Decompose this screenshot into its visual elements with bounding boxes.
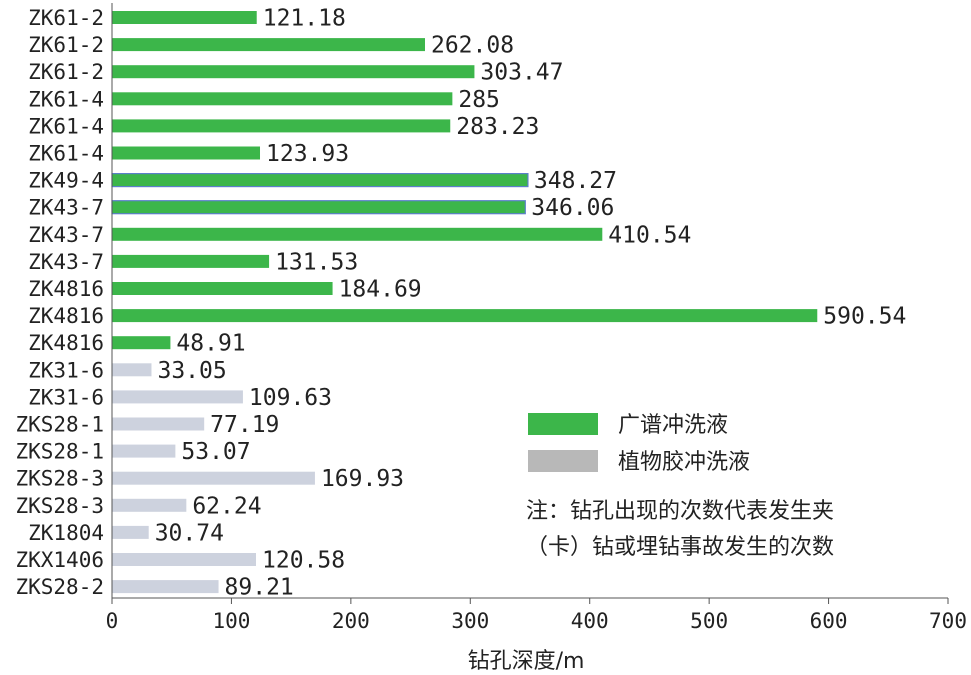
category-label: ZKS28-2	[15, 575, 104, 599]
data-label: 410.54	[608, 222, 691, 248]
bar	[112, 390, 243, 404]
data-label: 123.93	[266, 141, 349, 167]
data-label: 53.07	[181, 439, 250, 465]
category-label: ZK31-6	[28, 358, 104, 382]
bar	[112, 309, 818, 323]
bar	[112, 580, 219, 594]
x-ticks: 0 100 200 300 400 500 600 700	[106, 598, 967, 633]
data-label: 89.21	[225, 575, 294, 601]
bar	[112, 525, 149, 539]
category-label: ZKX1406	[15, 548, 104, 572]
x-tick-label: 0	[106, 609, 119, 633]
category-label: ZK61-4	[28, 142, 104, 166]
legend-label-broad-spectrum: 广谱冲洗液	[618, 413, 728, 438]
bar	[112, 444, 176, 458]
note-line-1: 注：钻孔出现的次数代表发生夹	[526, 499, 834, 524]
bar	[112, 363, 152, 377]
data-label: 169.93	[321, 466, 404, 492]
category-label: ZK43-7	[28, 250, 104, 274]
bar	[112, 119, 451, 133]
note: 注：钻孔出现的次数代表发生夹 （卡）钻或埋钻事故发生的次数	[526, 499, 834, 560]
category-label: ZK4816	[28, 277, 104, 301]
category-label: ZK31-6	[28, 385, 104, 409]
legend-label-plant-gum: 植物胶冲洗液	[618, 450, 750, 475]
bar	[111, 200, 526, 215]
x-tick-label: 700	[929, 609, 967, 633]
bar	[112, 146, 261, 160]
category-label: ZKS28-1	[15, 413, 104, 437]
note-line-2: （卡）钻或埋钻事故发生的次数	[526, 535, 834, 560]
data-label: 77.19	[210, 412, 279, 438]
axes	[111, 3, 948, 599]
bar	[112, 11, 257, 24]
bar	[112, 254, 270, 268]
bar	[112, 417, 205, 431]
bar	[112, 553, 257, 566]
category-label: ZK61-4	[28, 114, 104, 138]
bar	[112, 498, 187, 512]
bars-group	[111, 11, 818, 594]
data-label: 109.63	[249, 385, 332, 411]
data-label: 283.23	[456, 114, 539, 140]
data-label: 120.58	[262, 548, 345, 574]
data-label: 184.69	[339, 277, 422, 303]
data-label: 285	[458, 87, 500, 113]
bar	[112, 227, 603, 241]
x-axis-title: 钻孔深度/m	[468, 649, 585, 674]
category-label: ZK4816	[28, 331, 104, 355]
data-label: 348.27	[534, 168, 617, 194]
data-label: 48.91	[176, 331, 245, 357]
bar	[112, 282, 333, 295]
data-label: 131.53	[275, 249, 358, 275]
data-label: 346.06	[531, 195, 614, 221]
legend: 广谱冲洗液 植物胶冲洗液	[528, 413, 750, 475]
x-tick-label: 600	[810, 609, 848, 633]
value-labels: 121.18262.08303.47285283.23123.93348.273…	[155, 6, 907, 601]
category-label: ZK61-2	[28, 6, 104, 30]
category-label: ZKS28-1	[15, 440, 104, 464]
category-label: ZK43-7	[28, 223, 104, 247]
category-label: ZKS28-3	[15, 467, 104, 491]
category-label: ZK49-4	[28, 169, 104, 193]
bar	[112, 92, 453, 106]
x-tick-label: 500	[690, 609, 728, 633]
bar	[112, 336, 171, 350]
data-label: 303.47	[480, 60, 563, 86]
legend-swatch-plant-gum	[528, 450, 598, 472]
data-label: 62.24	[192, 493, 261, 519]
x-tick-label: 100	[212, 609, 250, 633]
category-label: ZK61-2	[28, 33, 104, 57]
category-label: ZK4816	[28, 304, 104, 328]
category-label: ZKS28-3	[15, 494, 104, 518]
data-label: 262.08	[431, 33, 514, 59]
category-label: ZK43-7	[28, 196, 104, 220]
x-tick-label: 200	[332, 609, 370, 633]
data-label: 121.18	[263, 6, 346, 32]
bar	[112, 471, 315, 485]
category-labels: ZK61-2 ZK61-2 ZK61-2 ZK61-4 ZK61-4 ZK61-4 ZK49…	[15, 6, 104, 599]
legend-swatch-broad-spectrum	[528, 413, 598, 435]
data-label: 33.05	[157, 358, 226, 384]
category-label: ZK1804	[28, 521, 104, 545]
bar	[112, 65, 475, 79]
bar	[111, 173, 529, 188]
data-label: 30.74	[155, 520, 224, 546]
data-label: 590.54	[823, 304, 906, 330]
x-tick-label: 300	[451, 609, 489, 633]
category-label: ZK61-4	[28, 87, 104, 111]
x-tick-label: 400	[571, 609, 609, 633]
category-label: ZK61-2	[28, 60, 104, 84]
bar	[112, 38, 425, 52]
